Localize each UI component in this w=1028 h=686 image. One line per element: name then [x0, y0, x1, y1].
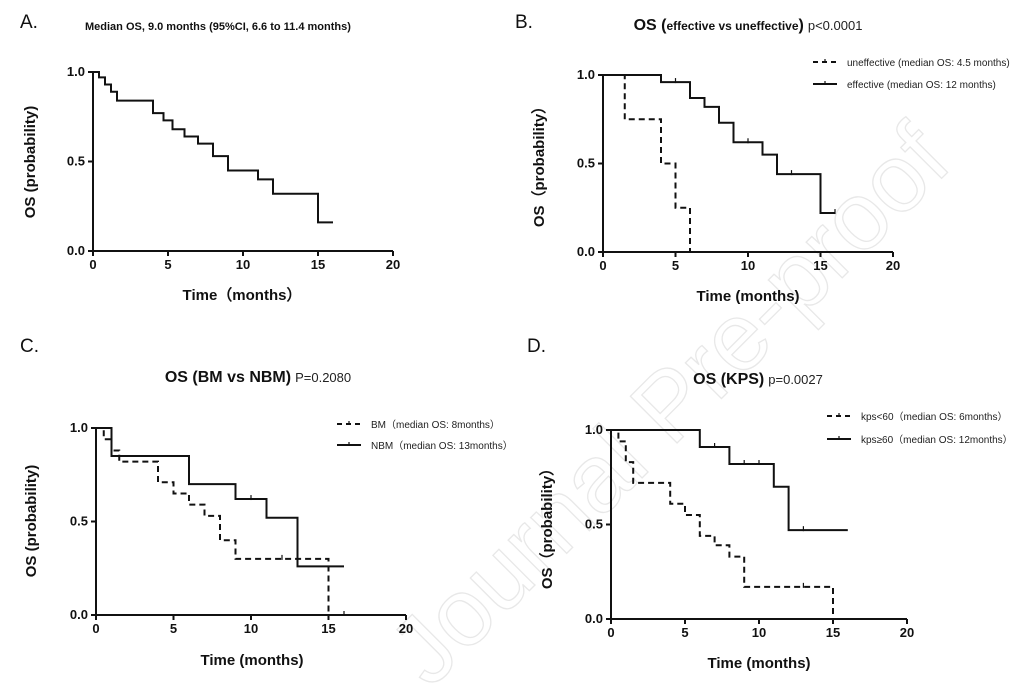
- x-tick-label: 10: [752, 625, 766, 640]
- x-tick-label: 10: [244, 621, 258, 636]
- chart-panel-4: D. OS (KPS) p=0.0027 0 5 10 15 20 0.0 0.5 1.0 Time …: [527, 336, 1013, 672]
- x-axis-title: Time (months): [707, 655, 810, 672]
- x-tick-label: 15: [813, 258, 827, 273]
- y-tick-label: 0.5: [67, 154, 85, 169]
- x-tick-label: 5: [170, 621, 177, 636]
- x-tick-label: 20: [886, 258, 900, 273]
- y-tick-label: 0.5: [577, 156, 595, 171]
- x-axis-title: Time（months）: [183, 286, 302, 304]
- x-tick-label: 15: [321, 621, 335, 636]
- y-axis-title: OS（probability）: [530, 99, 548, 227]
- x-tick-label: 5: [672, 258, 679, 273]
- survival-curve-2: [611, 429, 848, 532]
- y-tick-label: 1.0: [577, 67, 595, 82]
- x-tick-label: 20: [399, 621, 413, 636]
- p-value: p=0.0027: [768, 372, 823, 387]
- y-tick-label: 1.0: [67, 64, 85, 79]
- survival-curve-1: [93, 71, 333, 224]
- y-tick-label: 1.0: [70, 420, 88, 435]
- survival-curve-1: [611, 429, 834, 619]
- y-tick-label: 0.0: [585, 611, 603, 626]
- panel-label: A.: [20, 12, 38, 33]
- chart-title-end: ): [799, 17, 804, 34]
- y-tick-label: 0.5: [70, 514, 88, 529]
- legend-label: kps<60（median OS: 6months）: [861, 411, 1007, 423]
- y-axis-title: OS (probability): [22, 106, 39, 219]
- chart-panel-3: C. OS (BM vs NBM) P=0.2080 0 5 10 15 20 0.0 0.5 1.…: [20, 336, 513, 669]
- x-tick-label: 5: [681, 625, 688, 640]
- y-axis-title: OS (probability): [23, 465, 40, 578]
- panel-label: C.: [20, 336, 39, 357]
- chart-title: OS (effective vs uneffective) p<0.0001: [634, 17, 863, 34]
- x-tick-label: 0: [89, 257, 96, 272]
- chart-title-small: effective vs uneffective: [666, 19, 798, 33]
- panel-label: B.: [515, 12, 533, 33]
- panel-label: D.: [527, 336, 546, 357]
- chart-title: Median OS, 9.0 months (95%CI, 6.6 to 11.…: [85, 21, 351, 33]
- x-tick-label: 20: [386, 257, 400, 272]
- legend-label: kps≥60（median OS: 12months）: [861, 434, 1013, 446]
- x-tick-label: 0: [599, 258, 606, 273]
- legend-label: uneffective (median OS: 4.5 months): [847, 58, 1010, 69]
- x-axis-title: Time (months): [200, 652, 303, 669]
- watermark-text: Journal Pre-proof: [369, 104, 969, 686]
- legend-label: BM（median OS: 8months）: [371, 419, 500, 431]
- y-tick-label: 0.0: [70, 607, 88, 622]
- y-tick-label: 0.5: [585, 517, 603, 532]
- chart-panel-2: B. OS (effective vs uneffective) p<0.0001 0…: [515, 12, 1010, 305]
- x-tick-label: 0: [607, 625, 614, 640]
- x-tick-label: 0: [92, 621, 99, 636]
- survival-curve-2: [603, 74, 835, 215]
- chart-title-main: OS (KPS): [693, 371, 764, 388]
- x-tick-label: 10: [741, 258, 755, 273]
- x-tick-label: 15: [826, 625, 840, 640]
- x-tick-label: 15: [311, 257, 325, 272]
- panels-container: A. Median OS, 9.0 months (95%CI, 6.6 to 1…: [20, 12, 1013, 672]
- chart-title-main: OS (: [634, 17, 668, 34]
- chart-title-main: Median OS, 9.0 months (95%CI, 6.6 to 11.…: [85, 21, 351, 33]
- legend-label: effective (median OS: 12 months): [847, 80, 996, 91]
- x-tick-label: 20: [900, 625, 914, 640]
- x-tick-label: 5: [164, 257, 171, 272]
- chart-title: OS (BM vs NBM) P=0.2080: [165, 369, 351, 386]
- p-value: p<0.0001: [808, 18, 863, 33]
- chart-title: OS (KPS) p=0.0027: [693, 371, 823, 388]
- x-axis-title: Time (months): [696, 288, 799, 305]
- y-tick-label: 0.0: [67, 243, 85, 258]
- y-tick-label: 1.0: [585, 422, 603, 437]
- y-axis-title: OS（probability）: [538, 461, 556, 589]
- x-tick-label: 10: [236, 257, 250, 272]
- p-value: P=0.2080: [295, 370, 351, 385]
- survival-curve-2: [96, 427, 344, 568]
- legend-label: NBM（median OS: 13months）: [371, 440, 513, 452]
- survival-curve-1: [603, 74, 691, 252]
- chart-title-main: OS (BM vs NBM): [165, 369, 291, 386]
- y-tick-label: 0.0: [577, 244, 595, 259]
- chart-panel-1: A. Median OS, 9.0 months (95%CI, 6.6 to 1…: [20, 12, 400, 304]
